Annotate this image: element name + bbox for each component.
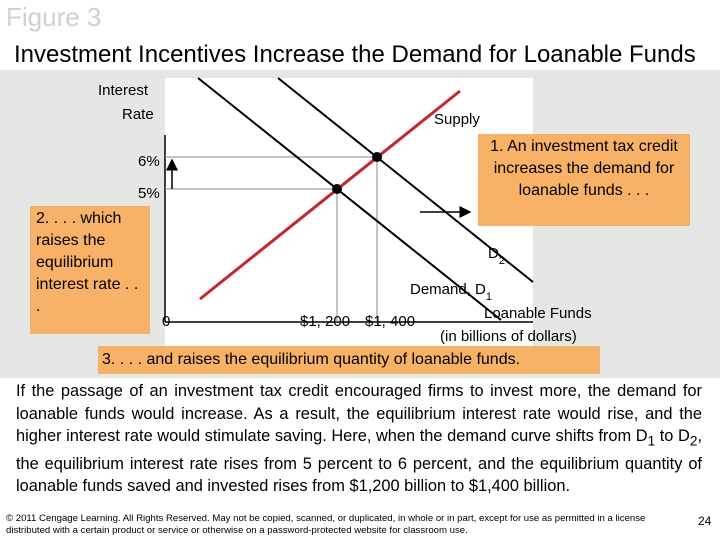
- slide-title: Investment Incentives Increase the Deman…: [14, 41, 696, 68]
- callout: 2. . . . which raises the equilibrium in…: [30, 206, 150, 334]
- demand-curve-2: [277, 77, 534, 283]
- callout: 1. An investment tax credit increases th…: [478, 134, 690, 226]
- text: , the equilibrium interest rate rises fr…: [16, 427, 702, 496]
- label-sub: 2: [499, 255, 505, 267]
- callout: 3. . . . and raises the equilibrium quan…: [98, 346, 600, 374]
- origin-label: 0: [162, 313, 170, 330]
- equilibrium-point: [332, 184, 342, 194]
- equilibrium-point: [372, 152, 382, 162]
- rate-label: 5%: [138, 185, 160, 202]
- x-axis-label: Loanable Funds: [484, 305, 592, 322]
- demand-curve-1: [197, 77, 502, 321]
- page-number: 24: [698, 514, 712, 528]
- sub: 2: [689, 433, 698, 449]
- plot-area: [165, 78, 533, 346]
- diagram: Interest Rate Supply 6% 5% 0 $1, 200 $1,…: [98, 77, 592, 346]
- sub: 1: [647, 433, 656, 449]
- supply-curve: [199, 89, 461, 301]
- demand1-label: Demand, D1: [410, 281, 492, 303]
- y-axis-label: Rate: [122, 106, 154, 123]
- x-axis-label: (in billions of dollars): [440, 328, 577, 345]
- figure-label: Figure 3: [6, 2, 102, 32]
- y-axis-label: Interest: [98, 82, 149, 99]
- quantity-label: $1, 200: [300, 313, 350, 330]
- label-text: Demand, D: [410, 281, 486, 298]
- label-text: D: [488, 245, 499, 262]
- text: to D: [655, 427, 690, 445]
- demand2-label: D2: [488, 245, 505, 267]
- body-text: If the passage of an investment tax cred…: [16, 380, 702, 498]
- label-sub: 1: [486, 291, 492, 303]
- supply-label: Supply: [434, 111, 480, 128]
- quantity-label: $1, 400: [365, 313, 415, 330]
- text: If the passage of an investment tax cred…: [16, 382, 702, 445]
- rate-label: 6%: [138, 153, 160, 170]
- copyright: © 2011 Cengage Learning. All Rights Rese…: [6, 513, 646, 536]
